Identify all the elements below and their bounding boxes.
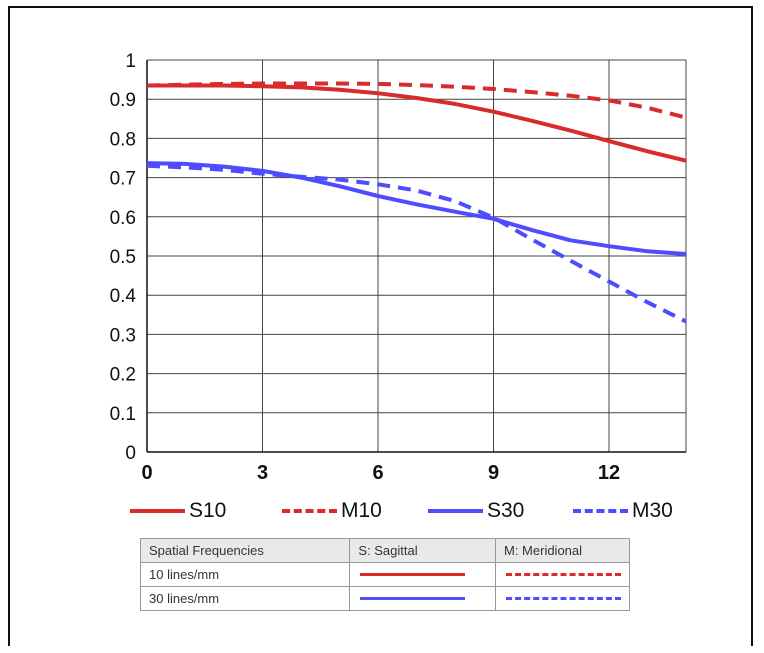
row-10-sagittal-cell	[349, 562, 496, 587]
x-tick-label-12: 12	[598, 462, 620, 484]
legend-item-s30: S30	[428, 494, 524, 528]
sample-line-m30	[506, 597, 621, 600]
table-header-row: Spatial Frequencies S: Sagittal M: Merid…	[139, 538, 630, 563]
series-line-s30	[146, 161, 687, 256]
y-tick-label-0.6: 0.6	[110, 208, 136, 229]
legend-swatch-s30	[428, 509, 483, 513]
frequency-table: Spatial Frequencies S: Sagittal M: Merid…	[139, 538, 630, 611]
series-line-s10	[147, 83, 687, 163]
legend-item-m30: M30	[573, 494, 673, 528]
header-meridional: M: Meridional	[495, 538, 630, 563]
chart-legend: S10 M10 S30 M30	[130, 494, 710, 528]
table-row-10: 10 lines/mm	[139, 562, 630, 587]
y-tick-label-0.3: 0.3	[110, 325, 136, 346]
row-label-10: 10 lines/mm	[139, 562, 351, 587]
row-30-meridional-cell	[495, 586, 630, 611]
legend-item-m10: M10	[282, 494, 382, 528]
y-tick-label-0: 0	[125, 443, 136, 464]
y-tick-label-0.9: 0.9	[110, 90, 136, 111]
x-tick-label-0: 0	[141, 462, 152, 484]
sample-line-s30	[360, 597, 466, 600]
x-tick-label-9: 9	[488, 462, 499, 484]
y-tick-label-0.2: 0.2	[110, 365, 136, 386]
header-sagittal: S: Sagittal	[349, 538, 496, 563]
header-spatial-frequencies: Spatial Frequencies	[139, 538, 351, 563]
legend-label-s30: S30	[487, 499, 525, 522]
y-tick-label-1: 1	[125, 51, 136, 72]
series-line-m30	[146, 163, 687, 324]
x-tick-label-6: 6	[372, 462, 383, 484]
series-line-m10	[146, 81, 687, 120]
table-row-30: 30 lines/mm	[139, 586, 630, 611]
legend-label-m10: M10	[341, 499, 382, 522]
sample-line-m10	[506, 573, 621, 576]
legend-label-m30: M30	[632, 499, 673, 522]
mtf-chart: 0 0.1 0.2 0.3 0.4 0.5 0.6 0.7 0.8 0.9 1 0 3 6 9 12	[110, 51, 687, 484]
y-tick-label-0.5: 0.5	[110, 247, 136, 268]
figure-frame	[8, 6, 753, 646]
legend-item-s10: S10	[130, 494, 226, 528]
legend-label-s10: S10	[189, 499, 227, 522]
legend-swatch-s10	[130, 509, 185, 513]
legend-swatch-m10	[282, 509, 337, 513]
row-10-meridional-cell	[495, 562, 630, 587]
legend-swatch-m30	[573, 509, 628, 513]
row-30-sagittal-cell	[349, 586, 496, 611]
y-tick-label-0.7: 0.7	[110, 169, 136, 190]
x-tick-label-3: 3	[257, 462, 268, 484]
y-tick-label-0.8: 0.8	[110, 129, 136, 150]
sample-line-s10	[360, 573, 466, 576]
row-label-30: 30 lines/mm	[139, 586, 351, 611]
y-tick-label-0.1: 0.1	[110, 404, 136, 425]
y-tick-label-0.4: 0.4	[110, 286, 137, 307]
